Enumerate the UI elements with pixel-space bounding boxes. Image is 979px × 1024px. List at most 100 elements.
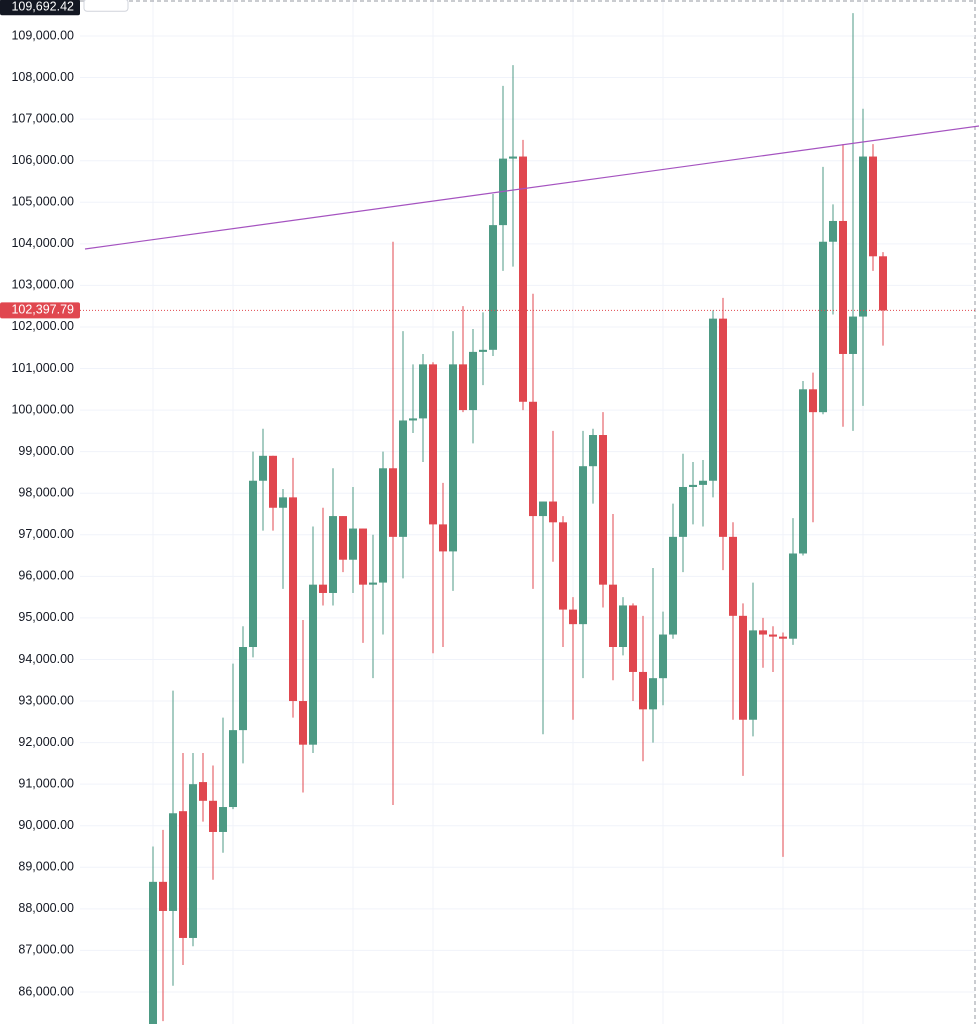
candle-body — [179, 811, 187, 938]
candle-body — [339, 516, 347, 560]
candle-body — [739, 615, 747, 720]
candle-body — [619, 605, 627, 648]
candle-body — [459, 364, 467, 411]
y-tick-label: 90,000.00 — [18, 818, 74, 832]
trendline — [84, 125, 979, 250]
candle-body — [829, 220, 837, 242]
candle-body — [819, 241, 827, 413]
candle-body — [409, 418, 417, 421]
candle-body — [479, 349, 487, 352]
candle-body — [229, 730, 237, 808]
y-tick-label: 103,000.00 — [11, 278, 74, 292]
y-tick-label: 98,000.00 — [18, 486, 74, 500]
y-tick-label: 95,000.00 — [18, 610, 74, 624]
candle-body — [389, 468, 397, 537]
y-tick-label: 97,000.00 — [18, 527, 74, 541]
candle-body — [269, 455, 277, 508]
y-tick-label: 93,000.00 — [18, 693, 74, 707]
candle-body — [579, 466, 587, 625]
candle-body — [759, 630, 767, 635]
candles — [149, 13, 887, 1024]
overlays — [80, 125, 979, 311]
candle-body — [589, 435, 597, 467]
time-grid — [152, 0, 864, 1024]
candle-body — [529, 401, 537, 517]
high-label: 109,692.42 — [11, 0, 74, 14]
candle-body — [649, 678, 657, 710]
candle-body — [249, 480, 257, 648]
candle-body — [719, 318, 727, 537]
candle-body — [879, 256, 887, 311]
y-tick-label: 99,000.00 — [18, 444, 74, 458]
last-price-label: 102,397.79 — [11, 303, 74, 317]
candle-body — [679, 486, 687, 537]
candle-body — [279, 497, 287, 508]
candle-body — [149, 881, 157, 1024]
grid — [80, 35, 975, 993]
candle-body — [549, 501, 557, 523]
candle-body — [609, 584, 617, 648]
candle-body — [749, 630, 757, 720]
candle-body — [869, 156, 877, 257]
last-price-badge — [0, 302, 80, 319]
candle-body — [629, 605, 637, 672]
candle-body — [489, 225, 497, 350]
y-tick-label: 92,000.00 — [18, 735, 74, 749]
toolbar-button — [83, 0, 129, 12]
candle-body — [379, 468, 387, 583]
y-tick-label: 107,000.00 — [11, 111, 74, 125]
candle-body — [559, 522, 567, 610]
candle-body — [429, 364, 437, 525]
candle-body — [219, 807, 227, 832]
candle-body — [699, 480, 707, 485]
y-axis: 86,000.00 87,000.00 88,000.00 89,000.00 90,0… — [0, 0, 129, 998]
candle-body — [359, 528, 367, 585]
candle-body — [599, 435, 607, 585]
candle-body — [369, 582, 377, 585]
candle-body — [659, 634, 667, 679]
y-tick-label: 91,000.00 — [18, 776, 74, 790]
candle-body — [329, 516, 337, 593]
candle-body — [729, 536, 737, 616]
candle-body — [509, 156, 517, 159]
candle-body — [209, 800, 217, 832]
y-tick-label: 94,000.00 — [18, 652, 74, 666]
candle-body — [569, 609, 577, 625]
y-tick-label: 108,000.00 — [11, 70, 74, 84]
y-tick-label: 101,000.00 — [11, 361, 74, 375]
candle-body — [519, 156, 527, 402]
candle-body — [799, 389, 807, 554]
y-tick-label: 87,000.00 — [18, 943, 74, 957]
candle-body — [709, 318, 717, 481]
candle-body — [189, 784, 197, 938]
candle-body — [839, 220, 847, 354]
high-badge — [0, 0, 80, 16]
candle-body — [639, 671, 647, 710]
candle-body — [299, 701, 307, 745]
candle-body — [689, 484, 697, 487]
candle-body — [449, 364, 457, 552]
y-tick-label: 96,000.00 — [18, 569, 74, 583]
candle-body — [169, 813, 177, 911]
candle-body — [309, 584, 317, 745]
candle-body — [539, 501, 547, 517]
candle-body — [239, 647, 247, 731]
y-tick-label: 89,000.00 — [18, 860, 74, 874]
candle-body — [469, 351, 477, 411]
candle-body — [419, 364, 427, 419]
candle-body — [159, 881, 167, 911]
candle-body — [259, 455, 267, 481]
candle-body — [779, 636, 787, 639]
candle-body — [319, 584, 327, 593]
candle-body — [349, 528, 357, 560]
candle-body — [199, 782, 207, 801]
y-tick-label: 105,000.00 — [11, 195, 74, 209]
y-tick-label: 86,000.00 — [18, 984, 74, 998]
y-tick-label: 102,000.00 — [11, 319, 74, 333]
candle-body — [809, 389, 817, 413]
candle-body — [849, 316, 857, 354]
candle-body — [669, 536, 677, 635]
candle-body — [789, 553, 797, 639]
candle-body — [399, 420, 407, 537]
